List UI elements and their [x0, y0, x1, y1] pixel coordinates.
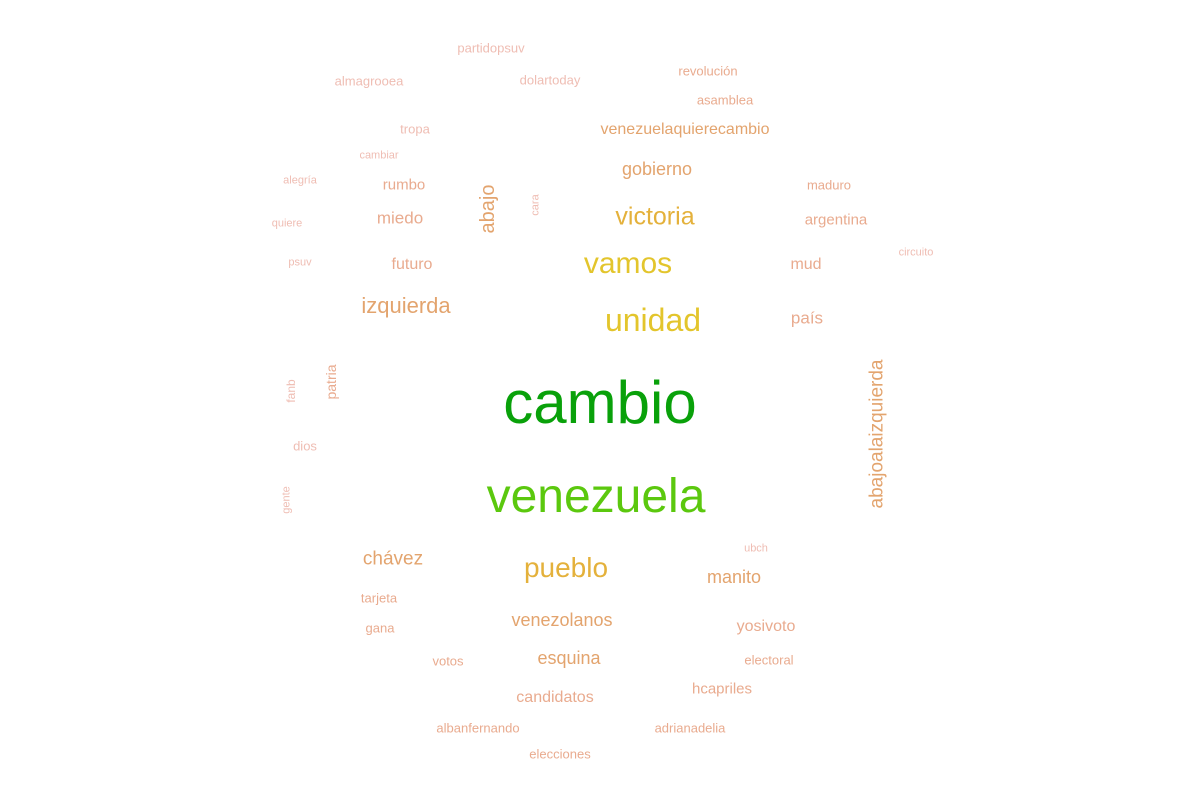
word-dios: dios	[293, 438, 317, 454]
word-esquina: esquina	[537, 648, 601, 668]
word-fanb: fanb	[284, 379, 298, 403]
word-rumbo: rumbo	[382, 176, 426, 194]
word-futuro: futuro	[391, 256, 433, 273]
word-cambiar: cambiar	[359, 149, 399, 162]
word-almagrooea: almagrooea	[334, 73, 404, 89]
word-electoral: electoral	[744, 652, 794, 668]
word-gobierno: gobierno	[621, 159, 693, 179]
word-elecciones: elecciones	[529, 746, 591, 762]
word-asamblea: asamblea	[696, 92, 754, 108]
word-venezolanos: venezolanos	[511, 610, 613, 630]
word-venezuela: venezuela	[486, 470, 706, 523]
word-argentina: argentina	[804, 211, 868, 229]
word-ubch: ubch	[744, 542, 768, 555]
word-chavez: chávez	[362, 548, 424, 570]
word-tropa: tropa	[400, 121, 430, 137]
word-pueblo: pueblo	[523, 552, 609, 583]
word-psuv: psuv	[288, 256, 312, 269]
word-maduro: maduro	[806, 177, 852, 193]
word-miedo: miedo	[376, 208, 424, 228]
word-manito: manito	[706, 567, 762, 587]
word-hcapriles: hcapriles	[691, 680, 753, 698]
word-revolucion: revolución	[678, 63, 738, 79]
word-cambio: cambio	[503, 369, 697, 436]
word-victoria: victoria	[615, 202, 695, 231]
word-patria: patria	[323, 364, 339, 400]
word-yosivoto: yosivoto	[736, 618, 796, 635]
word-unidad: unidad	[604, 302, 702, 338]
word-mud: mud	[790, 256, 822, 273]
word-tarjeta: tarjeta	[360, 590, 398, 606]
word-alegria: alegría	[283, 174, 317, 187]
word-vamos: vamos	[583, 247, 673, 280]
word-abajo: abajo	[477, 184, 499, 234]
word-pais: país	[790, 308, 824, 328]
word-abajoalaizquierda: abajoalaizquierda	[866, 359, 888, 509]
word-gana: gana	[365, 620, 395, 636]
word-quiere: quiere	[271, 217, 303, 230]
word-cara: cara	[529, 194, 542, 216]
word-partidopsuv: partidopsuv	[457, 40, 525, 56]
word-circuito: circuito	[898, 246, 934, 259]
word-dolartoday: dolartoday	[519, 72, 581, 88]
word-candidatos: candidatos	[516, 689, 594, 706]
word-venezuelaquierecambio: venezuelaquierecambio	[600, 121, 770, 138]
word-gente: gente	[280, 486, 293, 514]
word-izquierda: izquierda	[361, 293, 451, 318]
word-votos: votos	[432, 653, 464, 669]
word-albanfernando: albanfernando	[436, 720, 520, 736]
word-adrianadelia: adrianadelia	[654, 720, 726, 736]
